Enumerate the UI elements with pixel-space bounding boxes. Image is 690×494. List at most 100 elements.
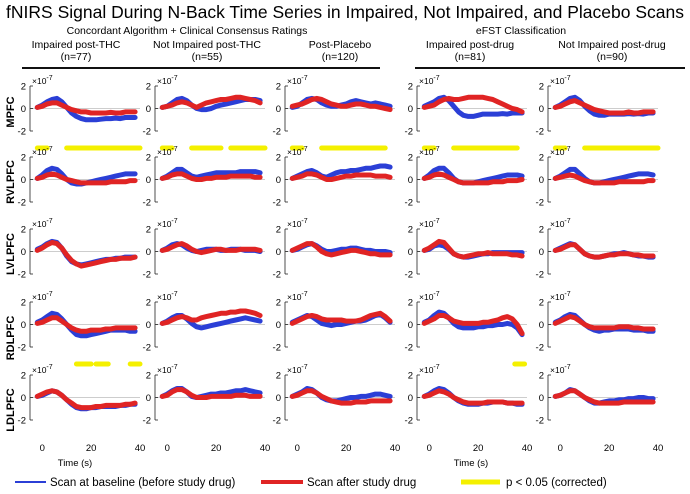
y-tick-label-lvlpfc-c1: -2 [18, 270, 26, 281]
y-exponent-base-rvlpfc-c3: ×10 [287, 147, 302, 157]
y-tick-label-lvlpfc-c3: -2 [273, 270, 281, 281]
drug-series-lvlpfc-c2 [159, 241, 263, 256]
baseline-series-rdlpfc-c4 [421, 309, 525, 338]
drug-series-mpfc-c2 [159, 94, 263, 110]
y-tick-label-ldlpfc-c4: 2 [408, 371, 413, 382]
x-tick-label-ldlpfc-c3: 0 [295, 443, 300, 454]
y-tick-label-rvlpfc-c1: 2 [21, 153, 26, 164]
y-exponent-power-ldlpfc-c4: -7 [433, 364, 439, 371]
y-exponent-power-mpfc-c3: -7 [301, 75, 307, 82]
y-tick-label-lvlpfc-c2: -2 [143, 270, 151, 281]
y-exponent-power-lvlpfc-c3: -7 [301, 218, 307, 225]
drug-series-lvlpfc-c3 [289, 241, 393, 258]
y-tick-label-ldlpfc-c4: -2 [405, 416, 413, 427]
y-tick-label-ldlpfc-c1: -2 [18, 416, 26, 427]
drug-series-rdlpfc-c1 [34, 315, 138, 334]
y-exponent-power-ldlpfc-c5: -7 [564, 364, 570, 371]
y-exponent-power-rdlpfc-c2: -7 [171, 291, 177, 298]
y-exponent-mpfc-c4: ×10-7 [419, 75, 440, 86]
y-tick-label-lvlpfc-c5: 2 [539, 225, 544, 236]
y-exponent-power-rdlpfc-c3: -7 [301, 291, 307, 298]
x-tick-label-ldlpfc-c3: 40 [390, 443, 401, 454]
y-exponent-power-mpfc-c4: -7 [433, 75, 439, 82]
y-tick-label-rvlpfc-c3: 0 [276, 175, 281, 186]
row-label-mpfc: MPFC [5, 96, 17, 127]
y-exponent-power-rdlpfc-c1: -7 [46, 291, 52, 298]
drug-series-rdlpfc-c2 [159, 308, 263, 326]
y-exponent-base-lvlpfc-c1: ×10 [32, 219, 47, 229]
column-n-post-placebo: (n=120) [322, 51, 358, 63]
y-tick-label-ldlpfc-c1: 0 [21, 393, 26, 404]
y-exponent-ldlpfc-c2: ×10-7 [157, 364, 178, 375]
drug-series-rvlpfc-c5 [552, 172, 656, 186]
y-tick-label-rvlpfc-c5: 0 [539, 175, 544, 186]
x-tick-label-ldlpfc-c4: 40 [522, 443, 533, 454]
y-exponent-lvlpfc-c5: ×10-7 [550, 218, 571, 229]
y-exponent-lvlpfc-c3: ×10-7 [287, 218, 308, 229]
y-exponent-rdlpfc-c2: ×10-7 [157, 291, 178, 302]
drug-series-rdlpfc-c4 [421, 313, 525, 336]
drug-series-mpfc-c4 [421, 94, 525, 115]
drug-series-mpfc-c5 [552, 98, 656, 116]
y-exponent-base-ldlpfc-c3: ×10 [287, 365, 302, 375]
x-axis-label-col4: Time (s) [454, 458, 488, 469]
y-tick-label-mpfc-c3: 2 [276, 82, 281, 93]
drug-series-ldlpfc-c2 [159, 387, 263, 400]
y-exponent-base-rvlpfc-c2: ×10 [157, 147, 172, 157]
y-exponent-base-ldlpfc-c1: ×10 [32, 365, 47, 375]
drug-series-lvlpfc-c1 [34, 240, 138, 269]
y-tick-label-lvlpfc-c1: 0 [21, 247, 26, 258]
drug-series-mpfc-c1 [34, 100, 138, 116]
y-tick-label-rvlpfc-c2: -2 [143, 198, 151, 209]
x-tick-label-ldlpfc-c1: 40 [135, 443, 146, 454]
y-tick-label-rdlpfc-c1: 2 [21, 298, 26, 309]
row-label-rvlpfc: RVLPFC [5, 160, 17, 204]
y-exponent-rdlpfc-c3: ×10-7 [287, 291, 308, 302]
drug-series-ldlpfc-c4 [421, 388, 525, 406]
y-tick-label-mpfc-c5: 2 [539, 82, 544, 93]
x-tick-label-ldlpfc-c5: 40 [653, 443, 664, 454]
y-exponent-rvlpfc-c3: ×10-7 [287, 146, 308, 157]
y-exponent-ldlpfc-c4: ×10-7 [419, 364, 440, 375]
y-tick-label-ldlpfc-c3: 2 [276, 371, 281, 382]
drug-series-rdlpfc-c5 [552, 314, 656, 332]
x-tick-label-ldlpfc-c1: 20 [86, 443, 97, 454]
y-tick-label-lvlpfc-c2: 0 [146, 247, 151, 258]
y-exponent-rvlpfc-c1: ×10-7 [32, 146, 53, 157]
y-exponent-mpfc-c2: ×10-7 [157, 75, 178, 86]
baseline-series-rvlpfc-c3 [289, 163, 393, 181]
y-tick-label-mpfc-c3: 0 [276, 104, 281, 115]
y-tick-label-mpfc-c2: 2 [146, 82, 151, 93]
drug-series-rvlpfc-c2 [159, 171, 263, 182]
y-exponent-rvlpfc-c5: ×10-7 [550, 146, 571, 157]
y-tick-label-rvlpfc-c2: 0 [146, 175, 151, 186]
y-tick-label-rvlpfc-c4: -2 [405, 198, 413, 209]
y-exponent-power-lvlpfc-c5: -7 [564, 218, 570, 225]
y-exponent-base-ldlpfc-c4: ×10 [419, 365, 434, 375]
y-exponent-rvlpfc-c4: ×10-7 [419, 146, 440, 157]
y-tick-label-lvlpfc-c4: -2 [405, 270, 413, 281]
y-exponent-power-lvlpfc-c4: -7 [433, 218, 439, 225]
x-tick-label-ldlpfc-c2: 20 [211, 443, 222, 454]
y-exponent-power-lvlpfc-c2: -7 [171, 218, 177, 225]
y-tick-label-rvlpfc-c3: -2 [273, 198, 281, 209]
y-tick-label-ldlpfc-c1: 2 [21, 371, 26, 382]
y-exponent-base-rdlpfc-c3: ×10 [287, 292, 302, 302]
y-tick-label-lvlpfc-c4: 0 [408, 247, 413, 258]
y-tick-label-rdlpfc-c1: -2 [18, 343, 26, 354]
y-exponent-mpfc-c1: ×10-7 [32, 75, 53, 86]
y-tick-label-ldlpfc-c3: -2 [273, 416, 281, 427]
y-exponent-power-mpfc-c2: -7 [171, 75, 177, 82]
x-tick-label-ldlpfc-c3: 20 [341, 443, 352, 454]
y-tick-label-rvlpfc-c5: -2 [536, 198, 544, 209]
y-tick-label-rdlpfc-c4: -2 [405, 343, 413, 354]
y-exponent-base-rdlpfc-c4: ×10 [419, 292, 434, 302]
y-tick-label-lvlpfc-c1: 2 [21, 225, 26, 236]
y-tick-label-mpfc-c1: 0 [21, 104, 26, 115]
legend-label-drug: Scan after study drug [307, 477, 416, 489]
y-tick-label-ldlpfc-c5: 2 [539, 371, 544, 382]
y-tick-label-mpfc-c1: -2 [18, 127, 26, 138]
x-tick-label-ldlpfc-c5: 0 [558, 443, 563, 454]
y-exponent-base-rvlpfc-c5: ×10 [550, 147, 565, 157]
